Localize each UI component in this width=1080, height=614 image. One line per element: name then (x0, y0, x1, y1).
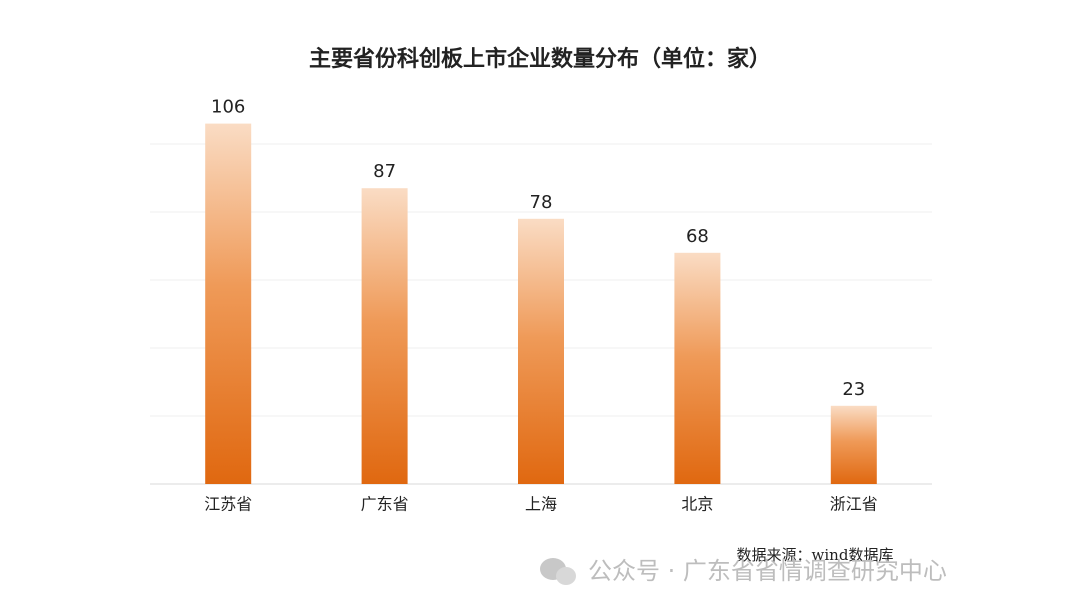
bar (830, 405, 877, 484)
x-tick-label: 浙江省 (830, 495, 878, 514)
x-tick-label: 上海 (525, 495, 557, 514)
x-tick-label: 北京 (681, 495, 713, 514)
bar (518, 218, 564, 485)
value-label: 23 (842, 379, 865, 400)
bar (361, 188, 408, 484)
watermark: 公众号 · 广东省省情调查研究中心 (588, 557, 947, 585)
value-label: 78 (530, 192, 553, 213)
value-label: 68 (686, 226, 709, 247)
source-note: 数据来源：wind数据库 (737, 546, 894, 564)
x-tick-label: 江苏省 (204, 495, 252, 514)
chart-title: 主要省份科创板上市企业数量分布（单位：家） (309, 46, 771, 72)
value-label: 106 (211, 97, 245, 118)
x-tick-label: 广东省 (361, 495, 409, 514)
watermark-icon (540, 558, 576, 585)
bar (674, 252, 721, 484)
bar (205, 123, 252, 484)
value-label: 87 (373, 161, 396, 182)
